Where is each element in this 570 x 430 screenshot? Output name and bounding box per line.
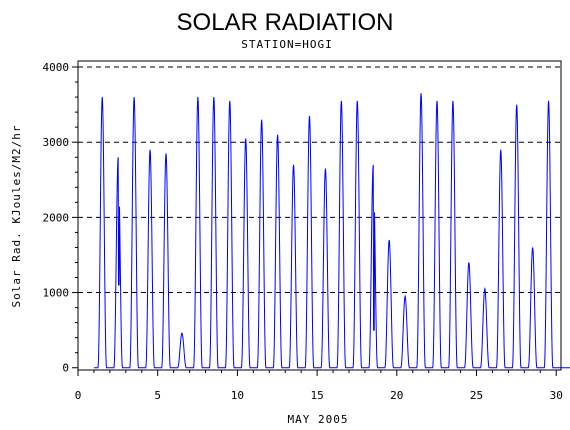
x-tick-label: 0 [75, 389, 82, 402]
x-tick-label: 10 [231, 389, 244, 402]
chart-subtitle: STATION=HOGI [241, 38, 332, 51]
x-tick-label: 25 [470, 389, 483, 402]
y-tick-label: 4000 [43, 61, 70, 74]
x-axis-label: MAY 2005 [288, 413, 349, 426]
x-tick-label: 20 [390, 389, 403, 402]
y-tick-label: 1000 [43, 287, 70, 300]
y-axis-label: Solar Rad. KJoules/M2/hr [10, 125, 23, 308]
grid-lines [78, 66, 561, 294]
plot-frame [77, 60, 562, 371]
y-axis: 0 1000 2000 3000 4000 [43, 61, 78, 375]
x-axis: 0 5 10 15 20 25 30 [75, 370, 563, 402]
x-tick-label: 5 [154, 389, 161, 402]
x-tick-label: 15 [310, 389, 323, 402]
radiation-series-line [93, 93, 570, 369]
y-tick-label: 3000 [43, 136, 70, 149]
y-tick-label: 2000 [43, 211, 70, 224]
chart-title: SOLAR RADIATION [177, 9, 394, 36]
series-group [93, 93, 570, 369]
y-tick-label: 0 [62, 362, 69, 375]
x-tick-label: 30 [550, 389, 563, 402]
